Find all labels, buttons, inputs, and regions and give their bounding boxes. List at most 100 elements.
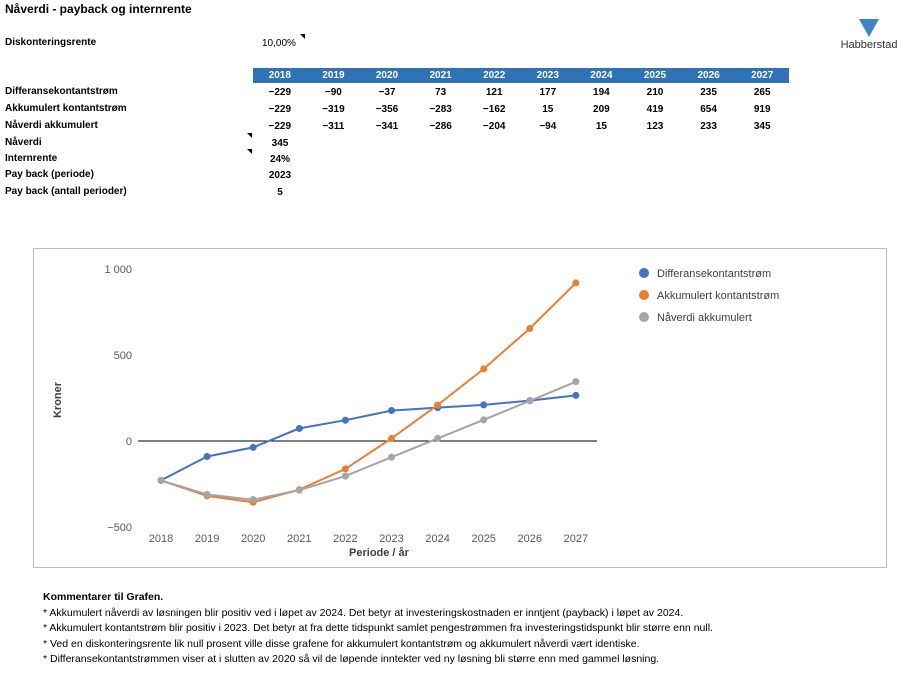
table-cell[interactable]: −204 [482,121,506,132]
data-point [249,443,257,451]
x-tick-label: 2024 [425,533,449,545]
legend-marker [639,290,649,300]
table-cell[interactable]: −286 [429,121,452,132]
chart-frame: −500 0 500 1 000 2018 2019 2020 2021 2022 2023 202… [33,248,887,568]
table-cell[interactable]: −37 [378,87,396,98]
year-header: 2021 [429,70,452,81]
legend-label: Akkumulert kontantstrøm [657,290,779,302]
summary-value-internrente[interactable]: 24% [269,154,290,165]
discount-rate-label: Diskonteringsrente [5,37,97,48]
table-cell[interactable]: 419 [646,104,664,115]
table-cell[interactable]: 233 [700,121,717,132]
table-cell[interactable]: −90 [324,87,342,98]
comment-marker-icon [247,149,252,154]
company-logo: Habberstad [834,18,904,51]
comment-marker-icon [300,34,305,39]
comment-line: * Akkumulert nåverdi av løsningen blir p… [43,606,684,619]
x-tick-label: 2018 [149,533,173,545]
series-line [160,282,577,504]
page-title: Nåverdi - payback og internrente [5,2,192,16]
table-cell[interactable]: 210 [646,87,664,98]
comments-section: Kommentarer til Grafen. * Akkumulert nåv… [43,590,713,668]
row-label-naverdi-akkumulert: Nåverdi akkumulert [5,120,98,131]
year-header: 2025 [643,70,667,81]
table-cell[interactable]: 123 [646,121,664,132]
logo-text: Habberstad [840,39,898,51]
year-header: 2027 [751,70,774,81]
discount-rate-value[interactable]: 10,00% [262,38,296,49]
table-cell[interactable]: −356 [375,104,399,115]
table-cell[interactable]: −341 [375,121,399,132]
data-point [341,465,349,473]
table-cell[interactable]: −162 [482,104,506,115]
comment-line: * Ved en diskonteringsrente lik null pro… [43,637,640,650]
row-label-differansekontantstrom: Differansekontantstrøm [5,86,118,97]
data-point [434,401,442,409]
year-header: 2022 [483,70,506,81]
data-point [388,453,395,461]
year-header: 2024 [590,70,613,81]
legend-marker [639,312,649,322]
table-cell[interactable]: 235 [700,87,717,98]
table-cell[interactable]: −311 [322,121,345,132]
y-tick-label: 0 [126,436,132,448]
legend-label: Nåverdi akkumulert [657,312,752,324]
data-point [295,424,303,432]
year-header-row: 2018 2019 2020 2021 2022 2023 2024 2025 … [253,68,789,83]
table-cell[interactable]: −229 [268,104,292,115]
table-cell[interactable]: −283 [429,104,452,115]
legend-label: Differansekontantstrøm [657,268,771,280]
summary-label-naverdi: Nåverdi [5,137,42,148]
table-cell[interactable]: 121 [485,87,503,98]
data-point [572,378,580,386]
table-cell[interactable]: 209 [593,104,610,115]
y-axis-title: Kroner [52,381,64,418]
summary-label-payback-periode: Pay back (periode) [5,169,94,180]
data-point [157,476,165,484]
table-cell[interactable]: 15 [595,121,607,132]
table-cell[interactable]: −229 [268,121,292,132]
y-tick-label: 1 000 [104,264,132,276]
y-tick-label: 500 [114,350,132,362]
table-cell[interactable]: 654 [700,104,717,115]
table-cell[interactable]: 73 [435,87,447,98]
table-cell[interactable]: 919 [753,104,771,115]
comment-line: * Akkumulert kontantstrøm blir positiv i… [43,622,713,635]
data-point [572,391,580,399]
x-tick-label: 2019 [195,533,219,545]
table-cell[interactable]: −319 [322,104,345,115]
table-cell[interactable]: 345 [753,121,771,132]
data-point [203,490,211,498]
x-tick-label: 2026 [518,533,542,545]
comment-marker-icon [247,133,252,138]
summary-value-payback-antall[interactable]: 5 [277,187,283,198]
summary-value-naverdi[interactable]: 345 [271,138,289,149]
year-header: 2018 [268,70,291,81]
x-tick-label: 2020 [241,533,265,545]
logo-triangle-icon [859,19,879,37]
data-point [434,434,442,442]
x-tick-label: 2027 [564,533,588,545]
table-cell[interactable]: 177 [539,87,557,98]
data-point [480,401,488,409]
summary-value-payback-periode[interactable]: 2023 [268,170,292,181]
data-point [526,325,534,333]
data-point [526,397,534,405]
table-cell[interactable]: 15 [542,104,554,115]
year-header: 2020 [375,70,399,81]
table-cell[interactable]: −94 [539,121,557,132]
table-cell[interactable]: 194 [593,87,610,98]
x-axis-title: Periode / år [349,547,410,559]
year-header: 2026 [697,70,720,81]
data-point [388,407,395,415]
data-point [388,434,395,442]
line-chart: −500 0 500 1 000 2018 2019 2020 2021 2022 2023 202… [52,264,779,559]
table-cell[interactable]: −229 [268,87,292,98]
legend-marker [639,268,649,278]
year-header: 2023 [536,70,559,81]
summary-label-payback-antall: Pay back (antall perioder) [5,186,127,197]
table-cell[interactable]: 265 [753,87,771,98]
data-point [572,279,580,287]
comment-line: * Differansekontantstrømmen viser at i s… [43,653,660,666]
data-point [480,416,488,424]
